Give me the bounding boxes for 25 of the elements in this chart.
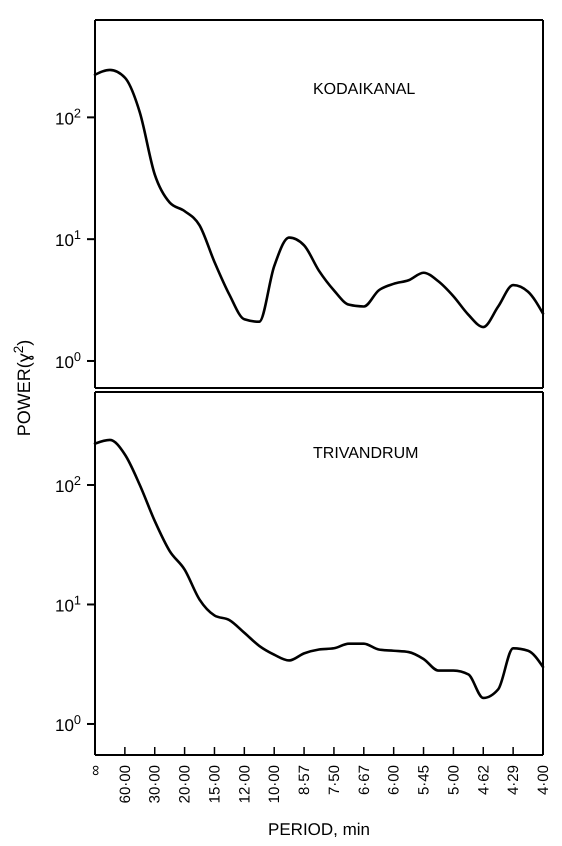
x-tick-label: 5·45 bbox=[416, 765, 433, 796]
x-tick-label: 6·67 bbox=[356, 765, 373, 796]
x-tick-label: 15·00 bbox=[206, 765, 224, 804]
text: KODAIKANAL bbox=[313, 81, 416, 99]
y-tick-label: 10$^{2}$ bbox=[54, 472, 81, 496]
x-tick-label: 7·50 bbox=[326, 765, 343, 796]
x-tick-label: 6·00 bbox=[386, 765, 403, 796]
x-tick-label: 10·00 bbox=[266, 765, 284, 804]
y-tick-label: 10$^{0}$ bbox=[54, 348, 81, 372]
y-tick-label: 10$^{0}$ bbox=[54, 711, 81, 735]
x-axis-title: PERIOD, min bbox=[268, 820, 370, 839]
x-tick-label: 5·00 bbox=[445, 765, 462, 796]
x-tick-label: 12·00 bbox=[236, 765, 254, 804]
x-tick-label: 20·00 bbox=[176, 765, 194, 804]
x-tick-label: 4·00 bbox=[535, 765, 552, 796]
x-tick-label: 60·00 bbox=[116, 765, 134, 804]
x-tick-label: 4·29 bbox=[505, 765, 522, 796]
x-tick-label: 8·57 bbox=[296, 765, 314, 796]
y-tick-label: 10$^{1}$ bbox=[54, 592, 81, 616]
text: TRIVANDRUM bbox=[313, 445, 418, 463]
x-tick-label: ∞ bbox=[87, 764, 104, 776]
x-tick-label: 30·00 bbox=[146, 765, 164, 804]
y-tick-label: 10$^{2}$ bbox=[54, 104, 81, 128]
y-tick-label: 10$^{1}$ bbox=[54, 226, 81, 250]
x-tick-label: 4·62 bbox=[475, 765, 492, 796]
